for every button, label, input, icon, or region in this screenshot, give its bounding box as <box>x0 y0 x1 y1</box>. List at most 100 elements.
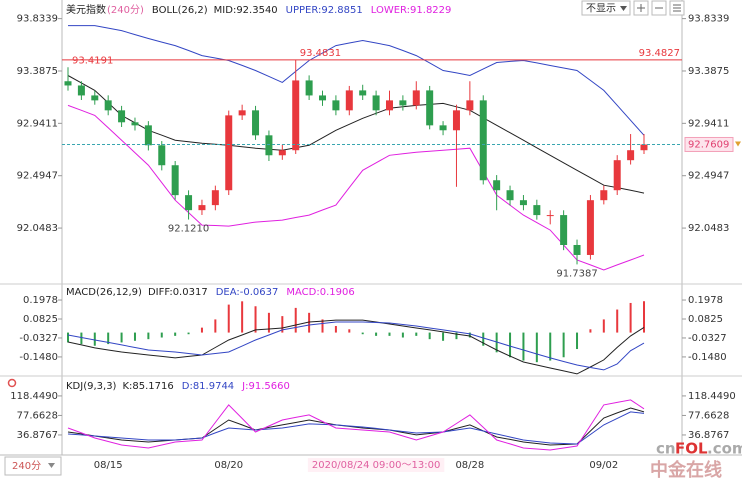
macd-bar <box>80 332 83 345</box>
legend-text: K:85.1716 <box>122 381 173 392</box>
candle-body <box>225 115 233 191</box>
macd-bar <box>281 316 284 333</box>
kdj-settings-icon[interactable] <box>7 378 17 388</box>
y-tick-label-right: 93.8339 <box>688 14 729 25</box>
macd-bar <box>93 332 96 346</box>
macd-bar <box>442 332 445 341</box>
y-tick-label-right: 77.6628 <box>688 410 729 421</box>
legend-text: DEA:-0.0637 <box>216 287 279 298</box>
macd-bar <box>120 332 123 343</box>
y-tick-label-left: 77.6628 <box>17 410 58 421</box>
candle-body <box>252 110 260 136</box>
candle-body <box>144 125 152 146</box>
legend-text: DIFF:0.0317 <box>148 287 208 298</box>
candle-body <box>278 150 286 156</box>
candle-body <box>506 190 514 201</box>
y-tick-label-left: 93.3875 <box>17 66 58 77</box>
macd-bar <box>401 332 404 338</box>
y-tick-label-left: 92.9411 <box>17 118 58 129</box>
y-tick-label-right: -0.0327 <box>688 333 727 344</box>
legend-text: UPPER:92.8851 <box>286 5 363 16</box>
macd-bar <box>428 332 431 340</box>
x-tick-label: 09/02 <box>589 460 618 471</box>
macd-bar <box>468 332 471 338</box>
macd-bar <box>348 329 351 333</box>
macd-bar <box>602 319 605 333</box>
macd-bar <box>241 301 244 333</box>
period-button-label[interactable]: 240分 <box>12 460 41 472</box>
macd-bar <box>629 302 632 333</box>
macd-bar <box>147 332 150 340</box>
candle-body <box>412 90 420 106</box>
last-price-box <box>684 136 734 152</box>
macd-bar <box>267 312 270 333</box>
candle-body <box>104 100 112 111</box>
candle-body <box>238 110 246 116</box>
candle-body <box>211 190 219 206</box>
macd-bar <box>107 332 110 345</box>
legend-text: (240分) <box>107 4 144 16</box>
dropdown-label[interactable]: 不显示 <box>586 3 616 15</box>
legend-text: D:81.9744 <box>182 381 234 392</box>
y-tick-label-right: 118.4490 <box>688 391 736 402</box>
macd-bar <box>509 332 512 358</box>
y-tick-label-left: 0.1978 <box>23 295 58 306</box>
legend-text: MACD:0.1906 <box>286 287 354 298</box>
candle-body <box>439 125 447 131</box>
candle-body <box>640 144 648 151</box>
candle-body <box>359 90 367 96</box>
indicator-line <box>67 104 645 271</box>
last-price-label: 92.7609 <box>688 139 729 150</box>
macd-bar <box>67 332 69 343</box>
candle-body <box>332 100 340 111</box>
candle-body <box>546 215 554 217</box>
x-tick-label: 2020/08/24 09:00～13:00 <box>312 460 440 471</box>
x-tick-label: 08/15 <box>94 460 123 471</box>
icon <box>637 4 645 12</box>
candle-body <box>586 200 594 255</box>
macd-bar <box>455 332 458 340</box>
legend-text: KDJ(9,3,3) <box>66 381 117 392</box>
candle-body <box>118 110 126 123</box>
y-tick-label-left: 92.4947 <box>17 171 58 182</box>
period-arrow <box>48 463 55 468</box>
y-tick-label-right: 92.4947 <box>688 171 729 182</box>
macd-bar <box>254 306 257 333</box>
candle-body <box>560 215 568 245</box>
macd-bar <box>321 319 324 333</box>
y-tick-label-right: 93.3875 <box>688 66 729 77</box>
macd-bar <box>361 332 364 335</box>
indicator-line <box>67 319 645 375</box>
macd-bar <box>308 312 311 333</box>
indicator-line <box>67 75 645 194</box>
candle-body <box>519 200 527 206</box>
y-tick-label-left: 92.0483 <box>17 223 58 234</box>
candle-body <box>198 205 206 211</box>
macd-bar <box>522 332 525 361</box>
high-label: 93.4191 <box>72 55 113 66</box>
watermark-cn: 中金在线 <box>650 459 722 481</box>
y-tick-label-right: 0.1978 <box>688 295 723 306</box>
period-button[interactable] <box>4 456 62 476</box>
macd-bar <box>589 329 592 333</box>
y-tick-label-left: 93.8339 <box>17 14 58 25</box>
macd-bar <box>227 304 230 333</box>
macd-bar <box>200 327 203 333</box>
candle-body <box>185 195 193 211</box>
candle-body <box>305 80 313 96</box>
y-tick-label-right: 92.0483 <box>688 223 729 234</box>
y-tick-label-right: -0.1480 <box>688 352 727 363</box>
macd-bar <box>294 307 297 333</box>
candle-body <box>399 100 407 106</box>
candle-body <box>77 85 85 96</box>
macd-bar <box>535 332 538 363</box>
dropdown[interactable] <box>581 0 631 16</box>
candle-body <box>613 160 621 191</box>
candle-body <box>91 95 99 101</box>
indicator-line <box>67 399 645 451</box>
watermark: .com <box>707 440 742 458</box>
y-tick-label-right: 92.9411 <box>688 118 729 129</box>
reference-label: 93.4827 <box>639 48 680 59</box>
